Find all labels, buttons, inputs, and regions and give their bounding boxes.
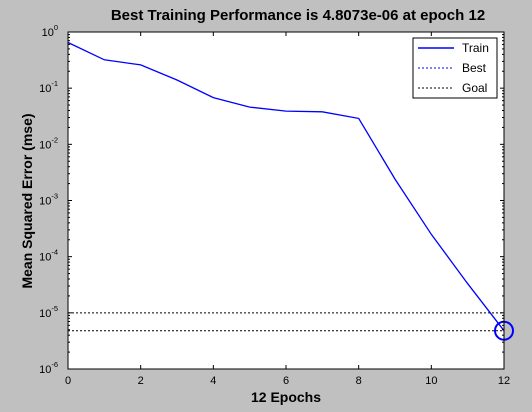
y-tick-label: 10-4 bbox=[39, 248, 58, 264]
train-layer bbox=[67, 41, 505, 332]
x-tick-label: 10 bbox=[425, 375, 437, 387]
y-tick-label: 100 bbox=[42, 23, 58, 39]
y-tick-label: 10-2 bbox=[39, 135, 58, 151]
train-line bbox=[67, 41, 505, 332]
y-tick-label: 10-5 bbox=[39, 304, 58, 320]
x-tick-label: 2 bbox=[138, 375, 144, 387]
x-tick-label: 8 bbox=[356, 375, 362, 387]
y-axis-label: Mean Squared Error (mse) bbox=[19, 113, 35, 288]
legend: Train Best Goal bbox=[412, 37, 498, 99]
y-tick-label: 10-3 bbox=[39, 192, 58, 208]
legend-best-label: Best bbox=[462, 61, 487, 75]
chart-title: Best Training Performance is 4.8073e-06 … bbox=[111, 7, 485, 24]
x-tick-label: 4 bbox=[210, 375, 216, 387]
y-axis-ticks: 100 10-1 10-2 10-3 10-4 10-5 10-6 bbox=[39, 23, 504, 376]
x-tick-label: 0 bbox=[65, 375, 71, 387]
legend-train-label: Train bbox=[462, 41, 489, 55]
x-axis-label: 12 Epochs bbox=[251, 389, 321, 405]
x-tick-label: 6 bbox=[283, 375, 289, 387]
y-tick-label: 10-6 bbox=[39, 360, 58, 376]
x-tick-label: 12 bbox=[498, 375, 510, 387]
y-tick-label: 10-1 bbox=[39, 79, 58, 95]
legend-goal-label: Goal bbox=[462, 81, 487, 95]
x-axis-ticks: 0 2 4 6 8 10 12 bbox=[65, 32, 510, 387]
